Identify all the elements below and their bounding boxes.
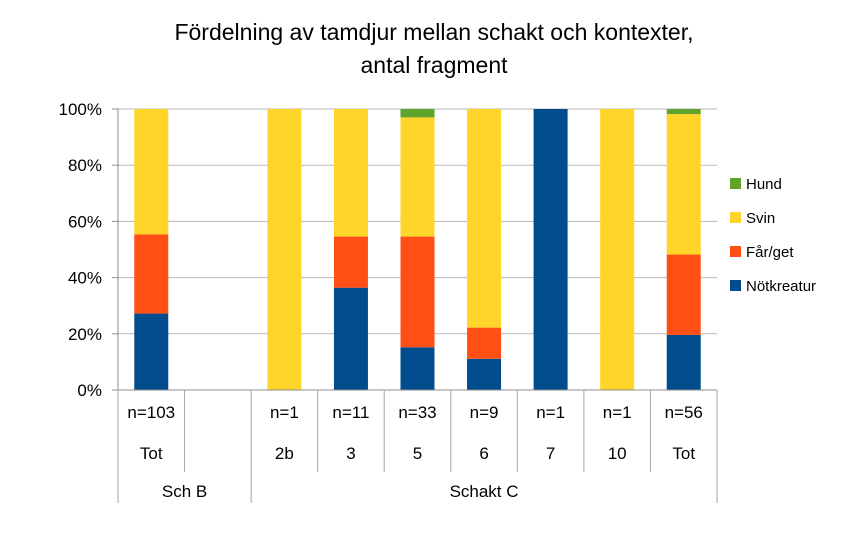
bar-segment	[467, 327, 502, 359]
category-label: 6	[479, 444, 488, 463]
category-n-label: n=103	[127, 403, 175, 422]
bar-segment	[333, 109, 368, 237]
bar-segment	[467, 358, 502, 390]
group-label: Sch B	[162, 482, 207, 501]
legend-label: Nötkreatur	[746, 278, 816, 295]
y-axis-tick-labels: 0% 20% 40% 60% 80% 100%	[59, 100, 102, 400]
bar-segment	[533, 109, 568, 390]
category-label: Tot	[140, 444, 163, 463]
legend-label: Hund	[746, 176, 782, 193]
category-label: Tot	[672, 444, 695, 463]
bar-segment	[666, 254, 701, 335]
bar-segment	[666, 334, 701, 390]
category-n-label: n=1	[536, 403, 565, 422]
legend: Hund Svin Får/get Nötkreatur	[730, 176, 816, 295]
bar-segment	[400, 347, 435, 390]
bar-segment	[467, 109, 502, 328]
legend-swatch	[730, 246, 741, 257]
category-n-label: n=33	[398, 403, 436, 422]
legend-label: Får/get	[746, 244, 794, 261]
category-label: 10	[608, 444, 627, 463]
bar-segment	[666, 114, 701, 255]
y-tick-label: 0%	[77, 381, 102, 400]
bar-segment	[666, 109, 701, 115]
bar-segment	[400, 236, 435, 348]
bar-segment	[267, 109, 302, 390]
bar-segment	[333, 236, 368, 288]
bars	[134, 109, 701, 390]
y-tick-label: 80%	[68, 156, 102, 175]
category-label: 7	[546, 444, 555, 463]
category-label: 2b	[275, 444, 294, 463]
bar-segment	[134, 313, 169, 390]
category-label: 5	[413, 444, 422, 463]
chart-title-line-1: Fördelning av tamdjur mellan schakt och …	[174, 19, 693, 45]
category-n-label: n=1	[603, 403, 632, 422]
bar-segment	[400, 109, 435, 118]
y-tick-label: 20%	[68, 325, 102, 344]
category-label: 3	[346, 444, 355, 463]
legend-swatch	[730, 280, 741, 291]
category-axis-table: n=103 Tot n=1 2b n=11 3 n=33 5 n=9 6 n=1 7 n=1 10 n=56…	[117, 389, 718, 503]
bar-segment	[600, 109, 635, 390]
chart-title-line-2: antal fragment	[360, 52, 508, 78]
category-n-label: n=9	[470, 403, 499, 422]
category-n-label: n=1	[270, 403, 299, 422]
legend-label: Svin	[746, 210, 775, 227]
y-tick-label: 40%	[68, 269, 102, 288]
bar-segment	[134, 109, 169, 235]
category-n-label: n=11	[332, 403, 369, 422]
bar-segment	[134, 234, 169, 314]
y-tick-label: 60%	[68, 212, 102, 231]
legend-swatch	[730, 178, 741, 189]
category-n-label: n=56	[665, 403, 703, 422]
bar-segment	[333, 287, 368, 390]
legend-swatch	[730, 212, 741, 223]
group-label: Schakt C	[450, 482, 519, 501]
bar-segment	[400, 117, 435, 237]
y-tick-label: 100%	[59, 100, 102, 119]
